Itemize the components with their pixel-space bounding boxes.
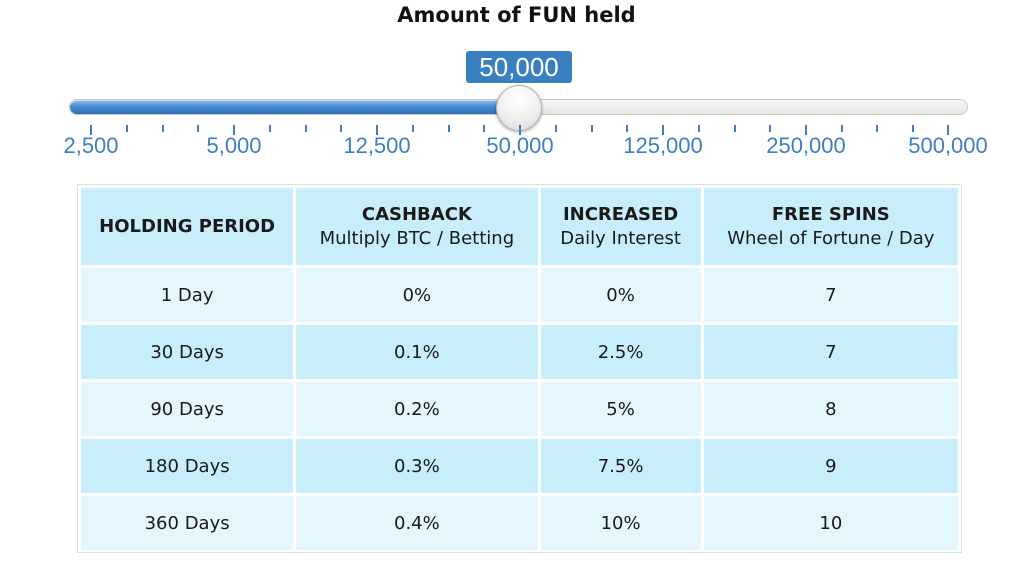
slider-value-badge: 50,000 (466, 51, 572, 83)
page-title: Amount of FUN held (397, 3, 636, 27)
cell-holding-period: 1 Day (81, 268, 294, 322)
table-row: 30 Days 0.1% 2.5% 7 (81, 325, 958, 379)
tick-minor (126, 125, 128, 132)
tick-label[interactable]: 5,000 (206, 133, 262, 158)
tick-minor (412, 125, 414, 132)
header-sub: Multiply BTC / Betting (319, 227, 515, 249)
tick-minor (734, 125, 736, 132)
tick-label[interactable]: 250,000 (766, 133, 846, 158)
tick-major (376, 125, 378, 135)
tick-minor (162, 125, 164, 132)
tick-minor (698, 125, 700, 132)
tick-minor (912, 125, 914, 132)
cell-holding-period: 90 Days (81, 382, 294, 436)
tick-major (662, 125, 664, 135)
tick-minor (626, 125, 628, 132)
header-main: HOLDING PERIOD (99, 215, 276, 237)
table-row: 360 Days 0.4% 10% 10 (81, 496, 958, 550)
table-header-row: HOLDING PERIOD CASHBACK Multiply BTC / B… (81, 188, 958, 265)
header-free-spins: FREE SPINS Wheel of Fortune / Day (703, 188, 958, 265)
tick-major (805, 125, 807, 135)
cell-free-spins: 8 (703, 382, 958, 436)
tick-major (233, 125, 235, 135)
tick-minor (876, 125, 878, 132)
tick-minor (448, 125, 450, 132)
tick-minor (305, 125, 307, 132)
table-row: 90 Days 0.2% 5% 8 (81, 382, 958, 436)
cell-interest: 2.5% (540, 325, 701, 379)
tick-minor (841, 125, 843, 132)
cell-cashback: 0.1% (296, 325, 538, 379)
header-main: FREE SPINS (771, 203, 890, 225)
tick-label[interactable]: 2,500 (63, 133, 119, 158)
tick-label[interactable]: 50,000 (486, 133, 554, 158)
tick-label[interactable]: 12,500 (343, 133, 411, 158)
tick-minor (340, 125, 342, 132)
tick-minor (555, 125, 557, 132)
tick-label[interactable]: 500,000 (908, 133, 988, 158)
cell-cashback: 0.3% (296, 439, 538, 493)
cell-free-spins: 9 (703, 439, 958, 493)
tick-minor (591, 125, 593, 132)
header-main: INCREASED (562, 203, 679, 225)
slider-handle[interactable] (495, 85, 542, 131)
slider-fill (70, 100, 502, 114)
table-row: 1 Day 0% 0% 7 (81, 268, 958, 322)
tick-minor (197, 125, 199, 132)
tick-major (519, 125, 521, 135)
bonus-table-container: HOLDING PERIOD CASHBACK Multiply BTC / B… (77, 184, 962, 553)
header-main: CASHBACK (361, 203, 472, 225)
cell-cashback: 0% (296, 268, 538, 322)
tick-minor (483, 125, 485, 132)
header-holding-period: HOLDING PERIOD (81, 188, 294, 265)
cell-interest: 7.5% (540, 439, 701, 493)
header-cashback: CASHBACK Multiply BTC / Betting (296, 188, 538, 265)
cell-interest: 10% (540, 496, 701, 550)
tick-major (90, 125, 92, 135)
cell-free-spins: 10 (703, 496, 958, 550)
bonus-table: HOLDING PERIOD CASHBACK Multiply BTC / B… (78, 185, 961, 553)
tick-minor (769, 125, 771, 132)
tick-minor (269, 125, 271, 132)
header-sub: Wheel of Fortune / Day (727, 227, 935, 249)
cell-cashback: 0.4% (296, 496, 538, 550)
cell-holding-period: 360 Days (81, 496, 294, 550)
header-increased-interest: INCREASED Daily Interest (540, 188, 701, 265)
tick-major (947, 125, 949, 135)
header-sub: Daily Interest (560, 227, 681, 249)
cell-cashback: 0.2% (296, 382, 538, 436)
cell-free-spins: 7 (703, 325, 958, 379)
table-row: 180 Days 0.3% 7.5% 9 (81, 439, 958, 493)
slider-ticks (0, 125, 1033, 135)
cell-holding-period: 180 Days (81, 439, 294, 493)
slider-tick-labels: 2,500 5,000 12,500 50,000 125,000 250,00… (0, 133, 1033, 161)
cell-free-spins: 7 (703, 268, 958, 322)
cell-holding-period: 30 Days (81, 325, 294, 379)
cell-interest: 5% (540, 382, 701, 436)
tick-label[interactable]: 125,000 (623, 133, 703, 158)
cell-interest: 0% (540, 268, 701, 322)
